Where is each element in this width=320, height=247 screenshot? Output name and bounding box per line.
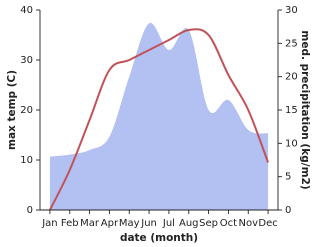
y2-tick-label: 5 xyxy=(285,172,291,183)
y2-tick-label: 25 xyxy=(285,38,298,49)
y-tick-label: 10 xyxy=(20,155,33,166)
x-tick-label: Apr xyxy=(101,218,119,229)
y2-tick-label: 10 xyxy=(285,138,298,149)
x-tick-label: Mar xyxy=(80,218,100,229)
y-tick-label: 30 xyxy=(20,55,33,66)
x-tick-label: Feb xyxy=(61,218,79,229)
y2-tick-label: 30 xyxy=(285,5,298,16)
temperature-line xyxy=(49,28,270,211)
y-axis-label: max temp (C) xyxy=(6,70,18,150)
x-tick-label: Nov xyxy=(238,218,258,229)
y2-tick-label: 20 xyxy=(285,72,298,83)
y2-axis-label: med. precipitation (kg/m2) xyxy=(299,30,311,189)
x-tick-label: Sep xyxy=(199,218,218,229)
x-tick-label: Aug xyxy=(179,218,199,229)
x-tick-label: Jan xyxy=(41,218,57,229)
y2-tick-label: 0 xyxy=(285,205,291,216)
x-axis-label: date (month) xyxy=(120,232,198,244)
y2-tick-label: 15 xyxy=(285,105,298,116)
x-tick-label: Jul xyxy=(162,218,175,229)
x-tick-label: May xyxy=(119,218,140,229)
x-tick-label: Jun xyxy=(140,218,157,229)
precipitation-area xyxy=(49,22,269,211)
y-tick-label: 0 xyxy=(27,205,33,216)
x-tick-label: Oct xyxy=(220,218,237,229)
y-tick-label: 20 xyxy=(20,105,33,116)
y-tick-label: 40 xyxy=(20,5,33,16)
x-tick-label: Dec xyxy=(258,218,277,229)
